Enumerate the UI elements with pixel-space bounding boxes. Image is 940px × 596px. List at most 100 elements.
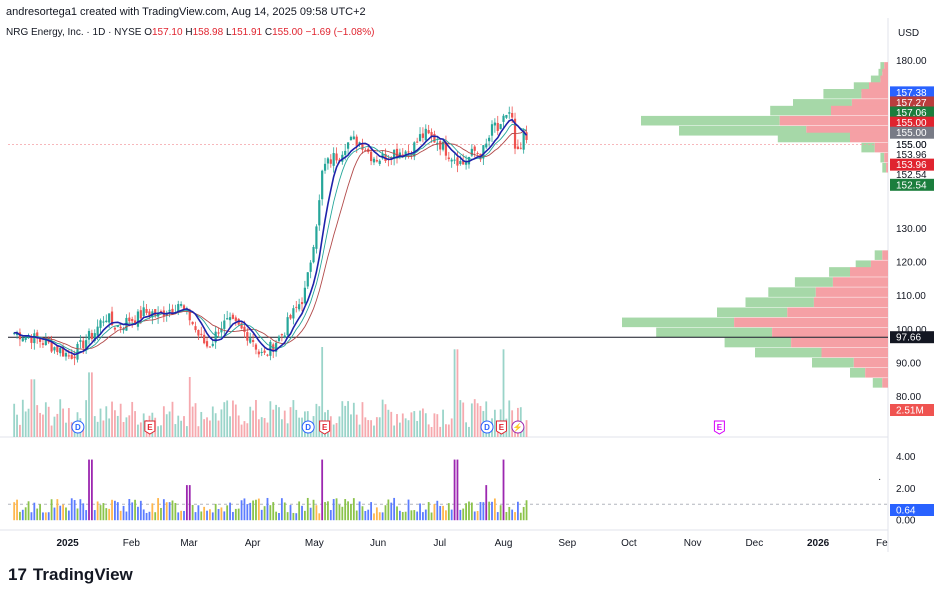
candle-body xyxy=(148,311,151,317)
candle-body xyxy=(200,333,203,335)
oscillator-bar xyxy=(370,502,373,521)
candle-body xyxy=(306,272,309,287)
oscillator-bar xyxy=(502,459,505,521)
horizontal-level-tag[interactable] xyxy=(890,331,934,344)
candle-body xyxy=(462,161,465,165)
symbol-ohlc-legend[interactable]: NRG Energy, Inc. · 1D · NYSE O157.10 H15… xyxy=(6,27,374,38)
volume-profile-down-bar xyxy=(821,347,888,358)
low-label: L xyxy=(225,27,232,38)
volume-profile-up-bar xyxy=(861,142,875,153)
candle-body xyxy=(116,325,119,328)
volume-bar xyxy=(134,411,136,437)
oscillator-bar xyxy=(384,505,387,521)
volume-bar xyxy=(65,422,67,437)
oscillator-bar xyxy=(496,512,499,521)
volume-bar xyxy=(53,416,56,437)
candle-body xyxy=(139,310,142,319)
oscillator-bar xyxy=(398,510,401,521)
earnings-marker-icon[interactable] xyxy=(495,420,507,435)
candle-body xyxy=(496,122,499,131)
oscillator-bar xyxy=(257,498,260,521)
earnings-marker-icon[interactable] xyxy=(319,420,331,435)
oscillator-bar xyxy=(373,513,375,521)
price-tag[interactable] xyxy=(890,96,934,109)
volume-bar xyxy=(160,425,162,437)
oscillator-bar xyxy=(272,502,275,521)
volume-bar xyxy=(341,401,344,437)
volume-bar xyxy=(459,400,462,437)
volume-bar xyxy=(243,421,246,437)
time-axis-label: Sep xyxy=(558,538,576,549)
oscillator-bar xyxy=(30,512,33,521)
volume-bar xyxy=(21,399,24,437)
price-axis-tick: 110.00 xyxy=(896,291,926,302)
volume-profile-up-bar xyxy=(755,347,822,358)
volume-bar xyxy=(27,408,30,437)
volume-bar xyxy=(387,409,390,437)
dividend-marker-icon[interactable] xyxy=(480,420,494,434)
dividend-marker-icon[interactable] xyxy=(301,420,315,434)
volume-bar xyxy=(335,423,338,437)
oscillator-bar xyxy=(255,499,257,521)
tradingview-brand[interactable]: 17 TradingView xyxy=(8,565,133,585)
volume-bar xyxy=(522,426,525,437)
oscillator-bar xyxy=(131,502,134,521)
oscillator-bar xyxy=(436,500,439,521)
oscillator-bar xyxy=(252,500,254,521)
dividend-marker-icon[interactable] xyxy=(71,420,85,434)
volume-bar xyxy=(278,407,280,437)
volume-bar xyxy=(433,413,436,437)
volume-profile-down-bar xyxy=(882,68,888,79)
price-tag[interactable] xyxy=(890,178,934,191)
time-axis-label: 2026 xyxy=(807,538,830,549)
symbol-name[interactable]: NRG Energy, Inc. · 1D · NYSE xyxy=(6,27,142,38)
oscillator-bar xyxy=(269,505,272,521)
candle-body xyxy=(323,163,327,171)
volume-bar xyxy=(229,416,231,437)
volume-bar xyxy=(502,349,505,437)
price-tag[interactable] xyxy=(890,158,934,171)
volume-bar xyxy=(422,408,424,437)
price-tag[interactable] xyxy=(890,86,934,99)
volume-profile-up-bar xyxy=(872,378,883,388)
oscillator-bar xyxy=(223,511,226,521)
candle-body xyxy=(108,313,111,323)
volume-bar xyxy=(206,417,208,437)
volume-bar xyxy=(36,405,39,437)
volume-profile-down-bar xyxy=(882,378,888,388)
price-tag-label: 152.54 xyxy=(896,180,927,191)
candle-body xyxy=(251,340,255,343)
volume-bar xyxy=(99,408,102,437)
volume-bar xyxy=(119,403,122,437)
oscillator-bar xyxy=(517,501,519,521)
upcoming-earnings-icon[interactable] xyxy=(713,420,725,435)
price-axis-tick: 100.00 xyxy=(896,325,927,336)
candle-body xyxy=(56,345,59,353)
price-tag[interactable] xyxy=(890,126,934,139)
dividend-marker-icon-label: D xyxy=(305,423,311,432)
volume-bar xyxy=(445,424,447,437)
volume-profile-up-bar xyxy=(717,307,788,318)
currency-label[interactable]: USD xyxy=(898,28,920,39)
upcoming-earnings-icon-label: E xyxy=(717,423,723,432)
oscillator-bar xyxy=(53,507,56,521)
earnings-marker-icon[interactable] xyxy=(144,420,156,435)
oscillator-bar xyxy=(76,508,79,521)
candle-body xyxy=(280,334,283,336)
oscillator-bar xyxy=(289,505,292,521)
oscillator-bar xyxy=(433,504,436,521)
volume-bar xyxy=(289,407,292,437)
candle-body xyxy=(470,148,473,156)
oscillator-bar xyxy=(206,510,208,521)
candle-body xyxy=(249,338,252,343)
news-bolt-icon[interactable] xyxy=(511,420,525,434)
oscillator-bar xyxy=(355,510,358,521)
volume-bar xyxy=(401,413,404,437)
price-tag[interactable] xyxy=(890,116,934,129)
candle-body xyxy=(416,141,419,143)
oscillator-point-marker: · xyxy=(878,474,881,485)
candle-body xyxy=(269,341,272,356)
volume-bar xyxy=(352,402,355,437)
price-tag[interactable] xyxy=(890,106,934,119)
